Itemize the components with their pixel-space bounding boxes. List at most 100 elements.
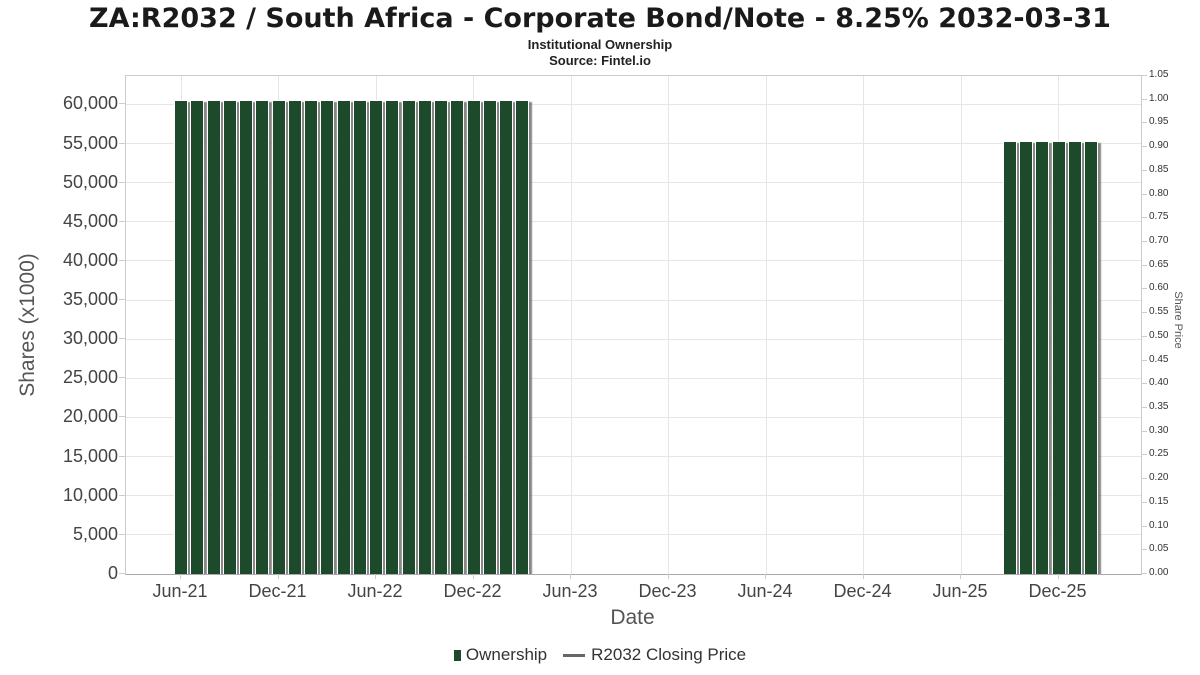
y-right-tick-mark	[1142, 478, 1147, 480]
x-tick-label: Dec-25	[1028, 581, 1087, 601]
x-tick-label: Jun-22	[347, 581, 403, 601]
ownership-bar[interactable]	[336, 100, 351, 574]
y-right-tick-mark	[1142, 264, 1147, 266]
y-left-tick-mark	[119, 455, 125, 457]
y-right-tick-label: 0.95	[1149, 116, 1169, 128]
ownership-bar[interactable]	[434, 100, 448, 574]
ownership-bar[interactable]	[515, 100, 530, 574]
h-gridline	[126, 221, 1141, 223]
ownership-bar[interactable]	[482, 100, 497, 574]
ownership-bar[interactable]	[304, 100, 318, 574]
ownership-bar[interactable]	[239, 100, 253, 574]
y-right-tick-mark	[1142, 430, 1147, 432]
x-tick-label: Dec-23	[638, 581, 697, 601]
h-gridline	[126, 260, 1141, 262]
y-right-tick-mark	[1142, 288, 1147, 290]
y-right-tick-mark	[1142, 407, 1147, 408]
y-right-tick-label: 0.55	[1149, 306, 1169, 318]
y-right-tick-mark	[1142, 549, 1147, 551]
x-axis-title: Date	[610, 606, 655, 629]
y-left-tick-label: 0	[107, 563, 118, 583]
y-right-tick-label: 0.75	[1149, 211, 1169, 223]
y-right-tick-mark	[1142, 573, 1147, 574]
y-right-tick-mark	[1142, 75, 1147, 76]
y-left-tick-label: 45,000	[62, 210, 118, 231]
legend-label-ownership: Ownership	[465, 645, 548, 664]
legend-item-ownership[interactable]: Ownership	[453, 645, 548, 665]
y-left-tick-mark	[119, 377, 125, 379]
y-right-tick-label: 0.45	[1149, 353, 1169, 365]
v-gridline	[765, 76, 767, 574]
y-left-tick-label: 20,000	[62, 406, 118, 427]
y-right-tick-mark	[1142, 454, 1147, 456]
y-left-tick-mark	[119, 533, 125, 535]
y-left-tick-label: 10,000	[62, 484, 118, 505]
x-tick-mark	[1057, 574, 1059, 579]
ownership-bar[interactable]	[466, 100, 481, 574]
y-right-tick-label: 0.30	[1149, 424, 1169, 436]
y-left-tick-label: 55,000	[62, 132, 118, 153]
ownership-bar[interactable]	[1019, 141, 1033, 574]
y-right-tick-label: 0.20	[1149, 472, 1169, 484]
x-tick-label: Jun-24	[737, 581, 793, 601]
x-tick-mark	[667, 574, 669, 579]
y-axis-title-right: Share Price	[1172, 291, 1184, 349]
ownership-bar[interactable]	[1084, 141, 1098, 574]
h-gridline	[126, 338, 1141, 340]
h-gridline	[126, 377, 1141, 379]
y-right-tick-mark	[1142, 312, 1147, 314]
v-gridline	[570, 76, 572, 574]
y-left-tick-mark	[119, 416, 125, 418]
y-left-tick-label: 30,000	[62, 328, 118, 349]
y-left-tick-mark	[119, 220, 125, 222]
ownership-bar[interactable]	[450, 100, 465, 574]
legend-label-closing-price: R2032 Closing Price	[591, 645, 747, 664]
legend: Ownership R2032 Closing Price	[0, 645, 1200, 665]
ownership-bar[interactable]	[320, 100, 335, 574]
source-attribution: Source: Fintel.io	[549, 53, 651, 68]
y-left-tick-label: 5,000	[72, 523, 118, 544]
ownership-bar[interactable]	[1067, 141, 1082, 574]
column-swatch-icon	[453, 649, 461, 661]
ownership-bar[interactable]	[417, 100, 432, 574]
line-swatch-icon	[563, 653, 586, 657]
ownership-bar[interactable]	[287, 100, 302, 574]
y-right-tick-mark	[1142, 525, 1147, 527]
h-gridline	[126, 495, 1141, 497]
ownership-bar[interactable]	[1051, 141, 1066, 574]
x-tick-label: Jun-25	[932, 581, 988, 601]
ownership-bar[interactable]	[1002, 141, 1017, 574]
y-right-tick-label: 0.25	[1149, 448, 1169, 460]
ownership-bar[interactable]	[401, 100, 416, 574]
ownership-bar[interactable]	[174, 100, 188, 574]
v-gridline	[960, 76, 962, 574]
chart-subtitle: Institutional Ownership	[527, 37, 673, 52]
y-right-tick-label: 0.00	[1149, 567, 1169, 578]
ownership-bar[interactable]	[206, 100, 221, 574]
y-right-tick-label: 0.35	[1149, 401, 1169, 412]
ownership-bar[interactable]	[190, 100, 205, 574]
ownership-bar[interactable]	[222, 100, 237, 574]
h-gridline	[126, 182, 1141, 184]
ownership-bar[interactable]	[352, 100, 367, 574]
ownership-bar[interactable]	[385, 100, 400, 574]
y-right-tick-label: 0.15	[1149, 495, 1169, 507]
ownership-bar[interactable]	[271, 100, 286, 574]
ownership-bar[interactable]	[1035, 141, 1050, 574]
ownership-bar[interactable]	[255, 100, 270, 574]
x-tick-mark	[960, 574, 961, 579]
legend-item-closing-price[interactable]: R2032 Closing Price	[553, 645, 746, 665]
y-left-tick-mark	[119, 259, 125, 261]
y-right-tick-label: 0.60	[1149, 282, 1169, 294]
y-right-tick-mark	[1142, 359, 1147, 361]
v-gridline	[863, 76, 864, 574]
x-tick-mark	[277, 574, 279, 579]
y-right-tick-label: 1.05	[1149, 69, 1169, 80]
y-right-tick-mark	[1142, 217, 1147, 219]
ownership-bar[interactable]	[369, 100, 383, 574]
y-left-tick-mark	[119, 181, 125, 183]
y-right-tick-label: 0.10	[1149, 519, 1169, 531]
ownership-bar[interactable]	[499, 100, 513, 574]
x-tick-label: Dec-22	[443, 581, 502, 601]
x-tick-label: Jun-21	[152, 581, 208, 601]
